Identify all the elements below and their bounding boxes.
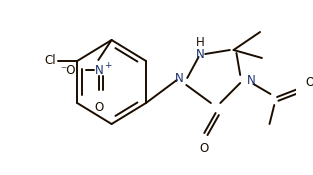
Text: O: O [95,101,104,114]
Text: H: H [196,36,205,48]
Text: O: O [305,75,313,89]
Text: N: N [247,74,256,86]
Text: +: + [104,61,111,69]
Text: N: N [175,72,184,85]
Text: ⁻O: ⁻O [60,64,76,76]
Text: N: N [95,64,104,76]
Text: O: O [200,142,209,155]
Text: Cl: Cl [45,54,56,68]
Text: N: N [196,47,205,61]
